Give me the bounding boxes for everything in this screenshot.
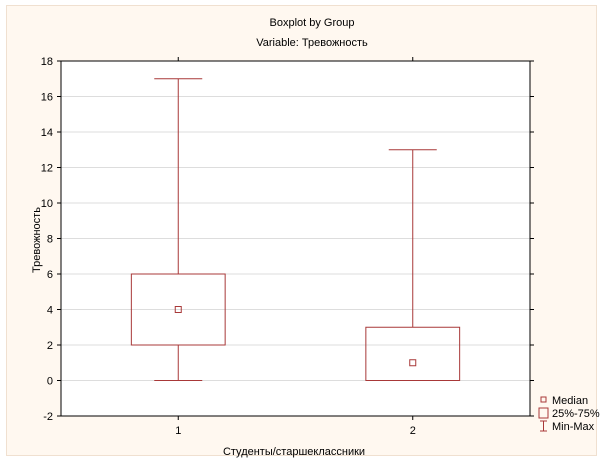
- y-tick-label: 12: [41, 163, 53, 175]
- y-tick-label: -2: [43, 411, 53, 423]
- legend-median-symbol: [540, 396, 547, 403]
- chart-subtitle: Variable: Тревожность: [256, 37, 368, 49]
- y-tick-label: 2: [47, 340, 53, 352]
- y-tick-label: 16: [41, 92, 53, 104]
- chart-title: Boxplot by Group: [270, 17, 355, 29]
- y-tick-label: 0: [47, 376, 53, 388]
- legend-label: Median: [552, 395, 588, 407]
- y-tick-label: 10: [41, 198, 53, 210]
- legend-label: Min-Max: [552, 421, 595, 433]
- y-tick-label: 6: [47, 269, 53, 281]
- y-tick-label: 18: [41, 56, 53, 68]
- legend-box-symbol: [538, 407, 549, 419]
- iqr-box: [130, 273, 226, 346]
- x-axis-label: Студенты/старшеклассники: [223, 446, 365, 458]
- y-tick-label: 4: [47, 305, 53, 317]
- legend-label: 25%-75%: [552, 408, 600, 420]
- iqr-box: [365, 326, 461, 381]
- y-axis-label: Тревожность: [31, 207, 43, 273]
- median-marker: [409, 359, 417, 367]
- x-tick-label: 1: [175, 425, 181, 437]
- median-marker: [174, 306, 182, 313]
- y-tick-label: 14: [41, 127, 53, 139]
- y-tick-label: 8: [47, 234, 53, 246]
- x-tick-label: 2: [410, 425, 416, 437]
